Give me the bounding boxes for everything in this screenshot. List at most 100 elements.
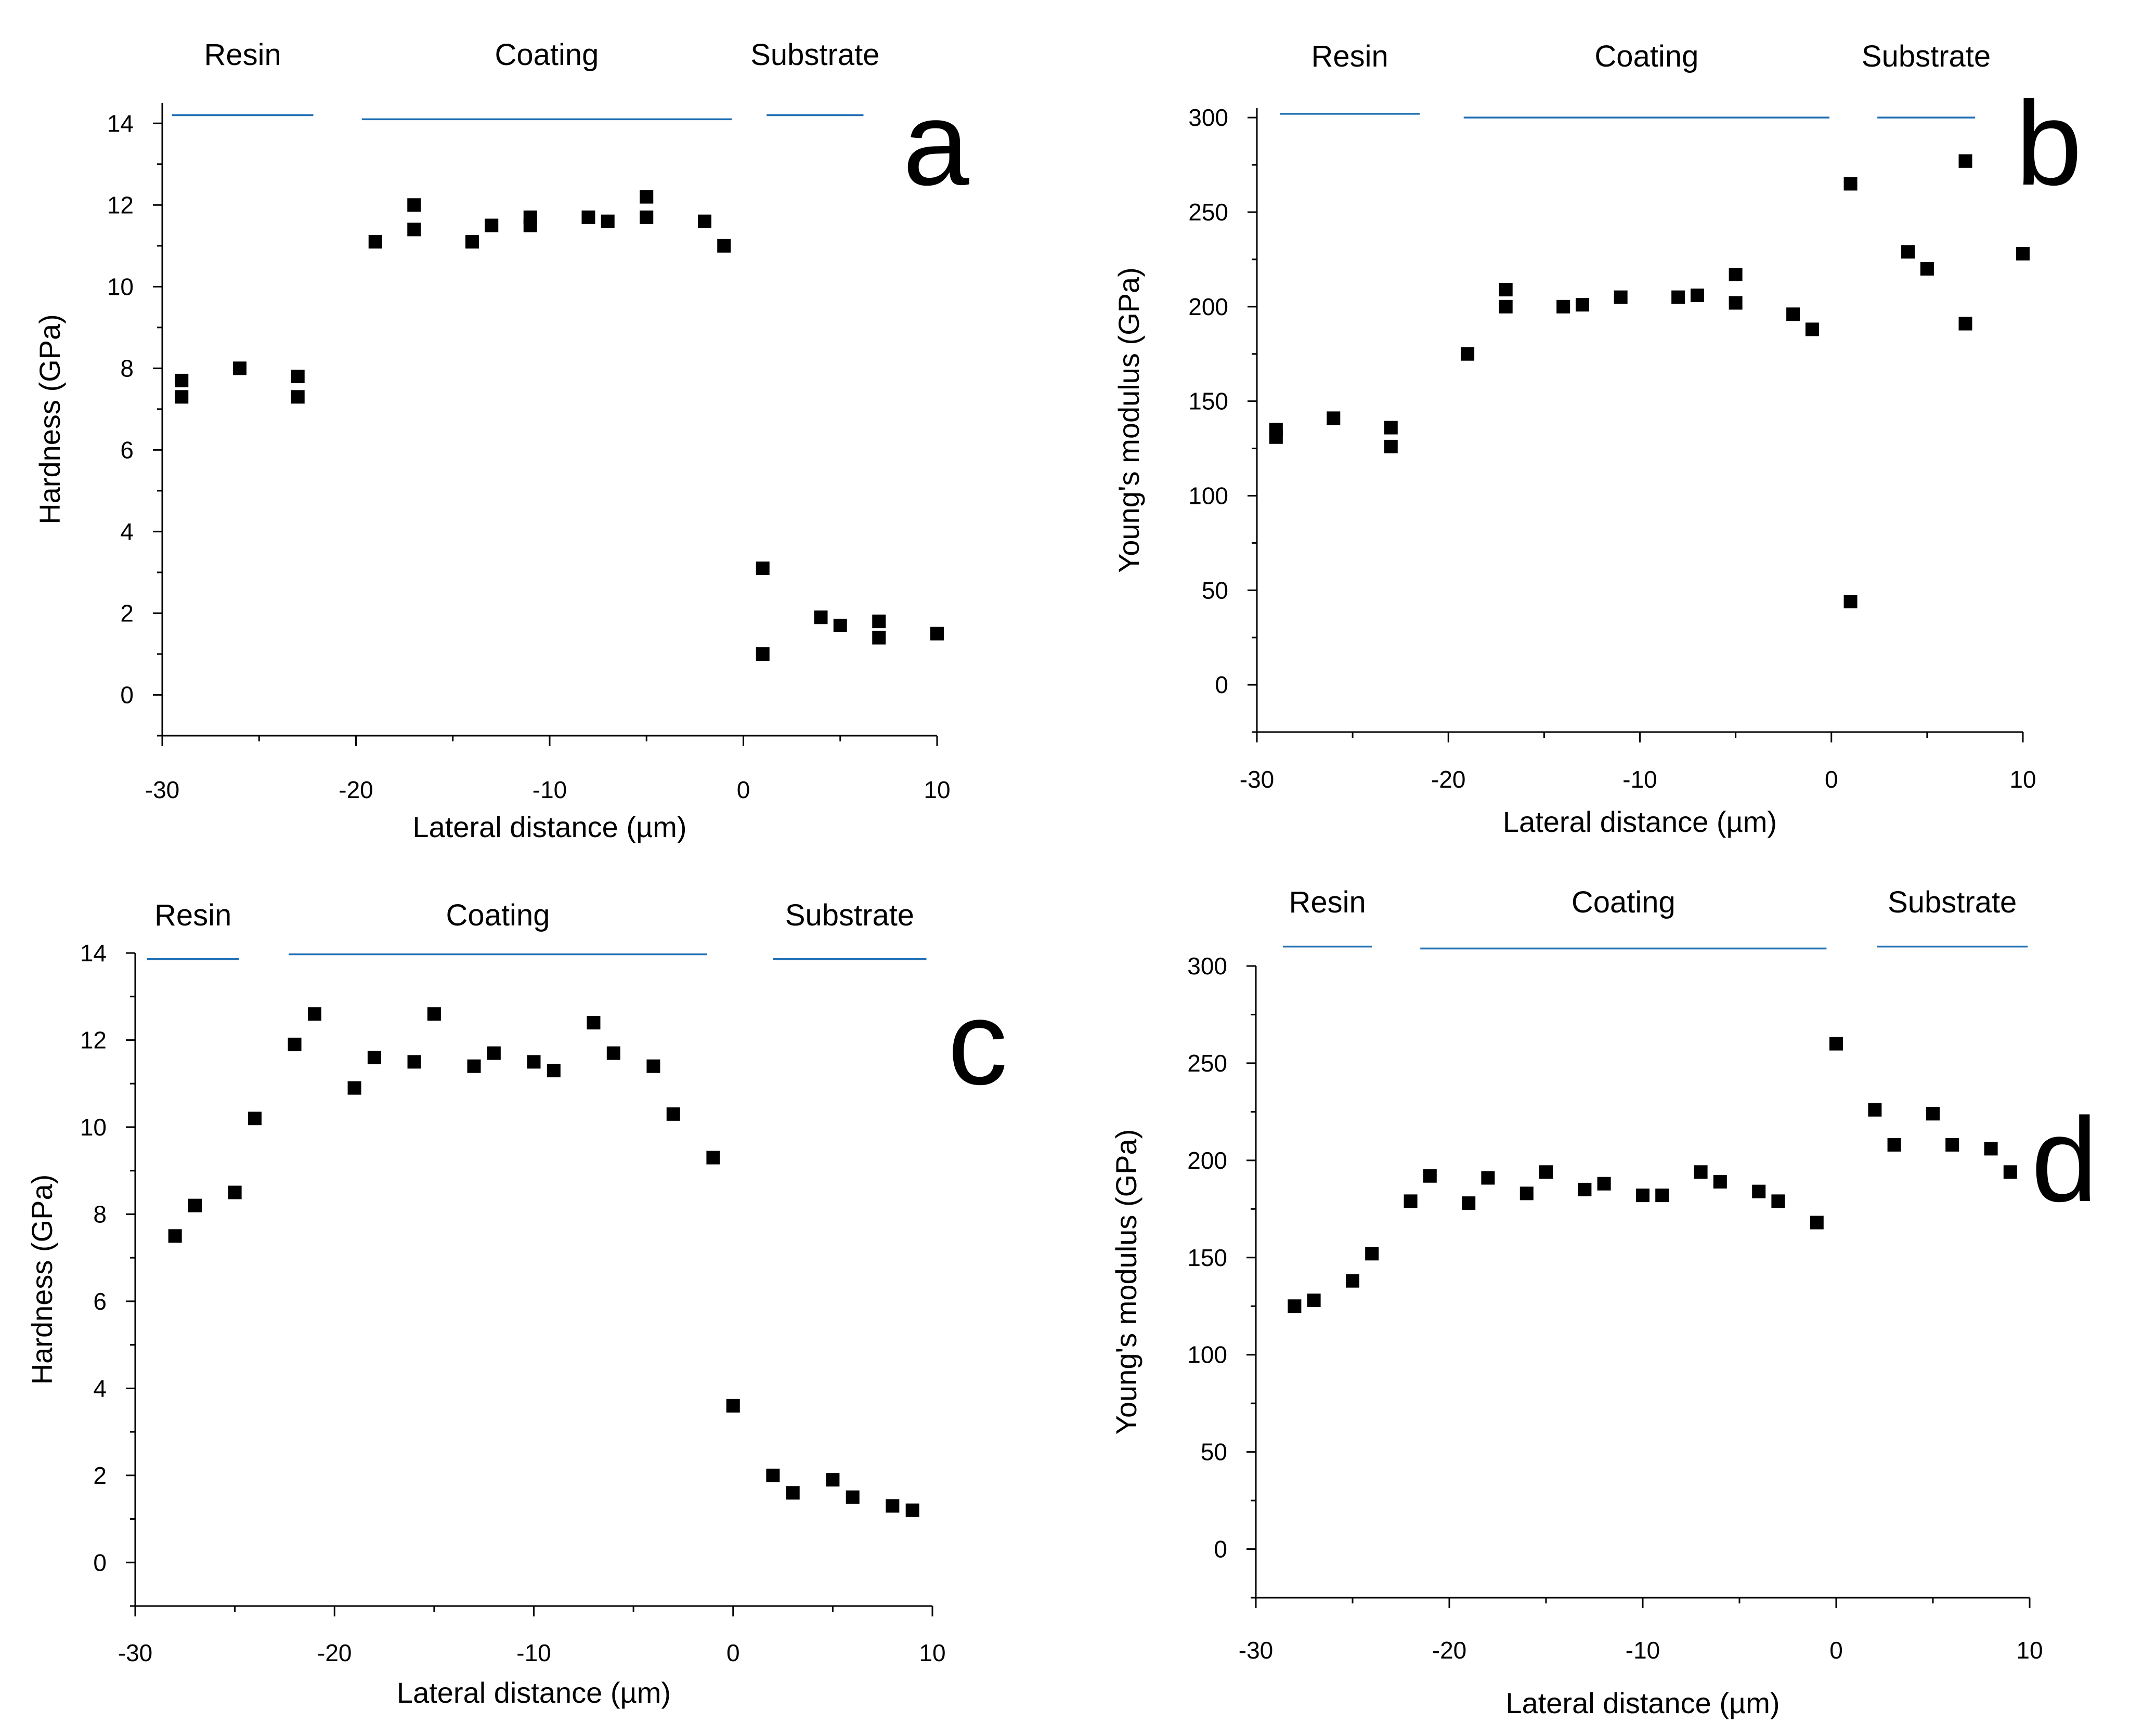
- y-tick-label: 150: [1187, 1244, 1227, 1271]
- region-label-resin: Resin: [154, 898, 231, 932]
- chart-panel-c: 0 2 4 6 8 10 12 14 -30 -20 -10 0 10 Lateral distance …: [25, 898, 1008, 1709]
- x-tick-label: -30: [145, 776, 179, 803]
- data-point: [407, 198, 421, 212]
- y-tick-label: 12: [107, 191, 134, 218]
- data-point: [1384, 439, 1398, 453]
- y-tick-label: 100: [1187, 1341, 1227, 1368]
- x-tick-label: 10: [919, 1639, 945, 1666]
- y-tick-label: 14: [107, 110, 134, 137]
- data-point: [1713, 1174, 1727, 1189]
- data-point: [1404, 1194, 1418, 1208]
- data-point: [1690, 289, 1704, 302]
- data-point: [175, 373, 189, 387]
- y-tick-label: 200: [1188, 293, 1228, 320]
- data-point: [756, 562, 770, 576]
- data-point: [467, 1059, 481, 1073]
- data-point: [1958, 154, 1972, 168]
- data-point: [640, 190, 654, 204]
- x-tick-label: 10: [2016, 1637, 2043, 1664]
- data-point: [646, 1059, 660, 1073]
- data-point: [407, 1055, 421, 1069]
- data-point: [1926, 1107, 1940, 1121]
- y-tick-label: 8: [93, 1200, 107, 1228]
- data-point: [1920, 262, 1934, 276]
- data-point: [347, 1081, 361, 1095]
- x-tick-label: 10: [924, 776, 950, 803]
- data-point: [527, 1055, 541, 1069]
- data-point: [1636, 1189, 1650, 1203]
- data-point: [1887, 1138, 1901, 1152]
- data-point: [1729, 296, 1743, 310]
- data-point: [1771, 1194, 1785, 1208]
- data-point: [485, 218, 499, 232]
- y-axis-title: Hardness (GPa): [25, 1174, 58, 1385]
- x-axis-title: Lateral distance (µm): [1503, 805, 1777, 838]
- region-label-resin: Resin: [1311, 40, 1388, 73]
- x-tick-label: 0: [1829, 1637, 1843, 1664]
- region-label-coating: Coating: [1571, 885, 1676, 919]
- data-point: [1346, 1274, 1359, 1288]
- data-point: [188, 1198, 202, 1212]
- y-tick-label: 200: [1187, 1147, 1227, 1174]
- y-tick-label: 150: [1188, 388, 1228, 415]
- x-tick-label: -20: [339, 776, 373, 803]
- data-point: [1694, 1165, 1708, 1179]
- data-point: [1597, 1177, 1611, 1191]
- data-point: [1984, 1142, 1998, 1156]
- data-point: [1843, 177, 1858, 191]
- data-point: [1539, 1165, 1553, 1179]
- data-point: [228, 1185, 242, 1199]
- data-point: [175, 390, 189, 404]
- y-tick-label: 6: [120, 436, 134, 463]
- y-axis-title: Young's modulus (GPa): [1112, 267, 1145, 573]
- data-point: [1945, 1138, 1959, 1152]
- data-point: [291, 370, 305, 384]
- data-point: [465, 234, 479, 249]
- data-point: [1843, 595, 1858, 609]
- data-point: [291, 390, 305, 404]
- data-point: [1901, 245, 1915, 259]
- data-point: [756, 647, 770, 661]
- data-point: [766, 1468, 780, 1482]
- y-tick-label: 4: [93, 1375, 107, 1402]
- region-label-resin: Resin: [1289, 885, 1366, 919]
- x-tick-label: 0: [1825, 766, 1838, 793]
- data-point: [1461, 347, 1475, 361]
- data-point: [1958, 317, 1972, 331]
- data-point: [886, 1499, 900, 1513]
- chart-panel-a: 0 2 4 6 8 10 12 14 -30 -20 -10 0 10 Lateral distance …: [33, 38, 969, 843]
- y-tick-label: 250: [1188, 199, 1228, 226]
- y-axis-title: Hardness (GPa): [33, 314, 66, 525]
- data-point: [872, 631, 886, 645]
- region-label-coating: Coating: [446, 898, 550, 932]
- data-point: [1288, 1299, 1302, 1313]
- data-point: [168, 1229, 182, 1243]
- data-point: [601, 214, 615, 228]
- x-tick-label: -10: [516, 1639, 551, 1666]
- y-tick-label: 4: [120, 518, 134, 545]
- y-tick-label: 100: [1188, 482, 1228, 509]
- y-tick-label: 10: [107, 273, 134, 300]
- region-label-coating: Coating: [495, 38, 599, 72]
- panel-letter-d: d: [2031, 1093, 2098, 1226]
- plot-root: 0 2 4 6 8 10 12 14 -30 -20 -10 0 10 Lateral distance …: [25, 38, 2098, 1719]
- chart-panel-d: 0 50 100 150 200 250 300 -30 -20 -10 0 10 Lateral di…: [1110, 885, 2098, 1719]
- y-tick-label: 300: [1188, 104, 1228, 131]
- y-tick-label: 2: [120, 599, 134, 626]
- data-point: [523, 218, 537, 232]
- y-tick-label: 300: [1187, 952, 1227, 980]
- data-point: [698, 214, 711, 228]
- y-axis-title: Young's modulus (GPa): [1110, 1129, 1142, 1435]
- x-tick-label: -10: [532, 776, 567, 803]
- data-point: [846, 1490, 860, 1504]
- data-point: [427, 1007, 441, 1021]
- data-point: [1423, 1169, 1437, 1183]
- region-label-substrate: Substrate: [785, 898, 914, 932]
- region-label-coating: Coating: [1594, 40, 1698, 73]
- y-tick-label: 12: [80, 1026, 107, 1053]
- data-point: [1307, 1294, 1321, 1308]
- data-point: [726, 1399, 740, 1413]
- data-point: [368, 234, 382, 249]
- panel-letter-a: a: [903, 76, 969, 210]
- data-point: [2016, 247, 2030, 260]
